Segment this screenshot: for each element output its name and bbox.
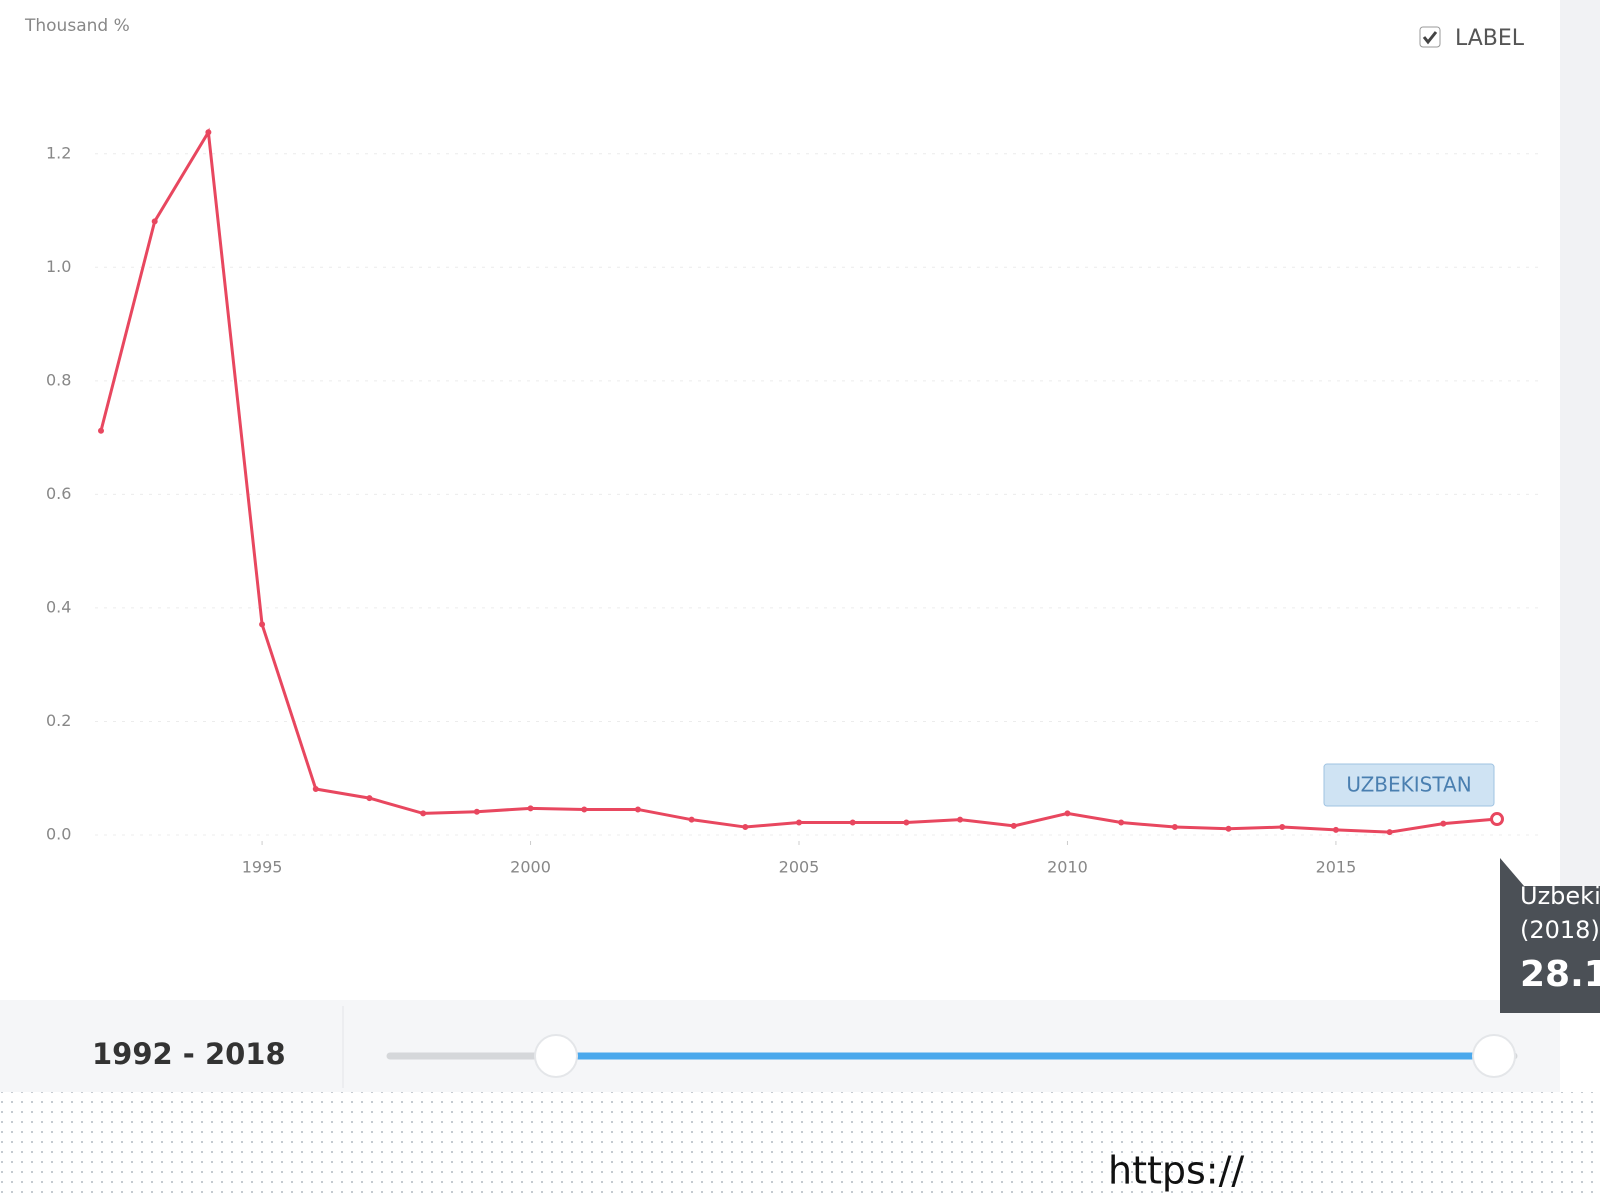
data-point <box>957 816 964 823</box>
data-point <box>742 824 749 831</box>
data-point <box>151 218 158 225</box>
data-point <box>1386 829 1393 836</box>
y-tick-label: 0.8 <box>46 370 71 389</box>
y-tick-label: 0.2 <box>46 711 71 730</box>
y-axis-title: Thousand % <box>24 16 130 36</box>
data-point <box>420 810 427 817</box>
data-point <box>1171 824 1178 831</box>
range-panel <box>0 1000 1560 1092</box>
data-point <box>312 786 319 793</box>
data-point <box>1118 819 1125 826</box>
range-text: 1992 - 2018 <box>92 1037 286 1071</box>
y-tick-label: 0.0 <box>46 825 71 844</box>
data-point <box>1010 822 1017 829</box>
data-point <box>527 805 534 812</box>
data-point <box>98 427 104 434</box>
x-tick-label: 2015 <box>1316 858 1357 877</box>
tooltip-box <box>1500 858 1600 1013</box>
side-strip <box>1560 0 1600 1000</box>
data-point <box>796 819 802 826</box>
x-tick-label: 2005 <box>779 858 820 877</box>
data-point <box>259 621 266 628</box>
slider-handle-start[interactable] <box>534 1034 578 1078</box>
data-point <box>688 816 695 823</box>
x-tick-label: 2000 <box>510 858 551 877</box>
data-point <box>903 819 910 826</box>
chart-panel <box>0 0 1560 1000</box>
data-point <box>1064 810 1071 817</box>
data-point <box>1440 820 1447 827</box>
plot: 0.0 0.2 0.4 0.6 0.8 1.0 1.2 1995 2000 2005 2010 201… <box>46 127 1540 877</box>
data-point <box>1332 826 1339 833</box>
checkmark <box>1422 31 1438 45</box>
data-point <box>366 795 373 802</box>
label-checkbox[interactable] <box>1419 26 1441 48</box>
data-point <box>205 129 212 136</box>
y-tick-label: 1.2 <box>46 143 71 162</box>
label-toggle[interactable]: LABEL <box>1455 26 1525 51</box>
data-point <box>473 808 480 815</box>
slider-handle-end[interactable] <box>1472 1034 1516 1078</box>
series-label-box <box>1323 763 1495 807</box>
tooltip-value: 28.1 <box>1520 954 1600 995</box>
url-text: https:// <box>1108 1149 1244 1193</box>
y-tick-label: 0.6 <box>46 484 71 503</box>
tooltip-name: Uzbeki <box>1520 882 1600 910</box>
x-tick-label: 2010 <box>1047 858 1088 877</box>
dotted-footer <box>0 1092 1600 1200</box>
tooltip-year: (2018) <box>1520 916 1600 944</box>
y-tick-label: 0.4 <box>46 597 71 616</box>
x-tick-label: 1995 <box>242 858 283 877</box>
data-point <box>849 819 856 826</box>
data-point <box>1225 825 1232 832</box>
data-point <box>581 806 588 813</box>
data-point <box>634 806 641 813</box>
data-point <box>1490 812 1504 827</box>
data-point <box>1279 824 1286 831</box>
series-label: UZBEKISTAN <box>1346 773 1471 797</box>
y-tick-label: 1.0 <box>46 257 71 276</box>
